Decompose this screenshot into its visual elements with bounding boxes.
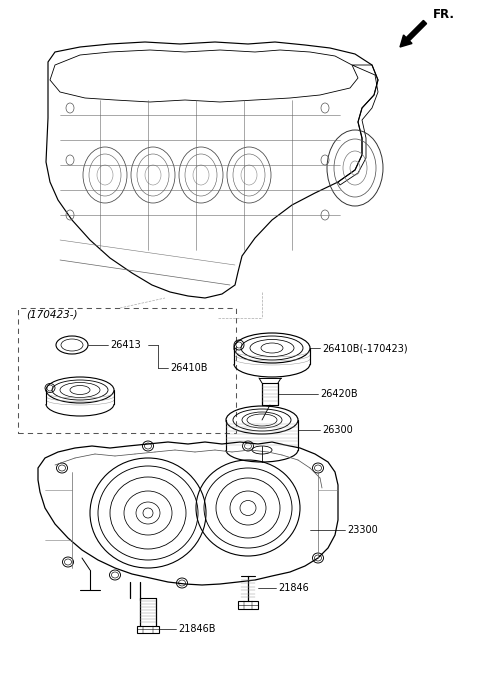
Polygon shape: [137, 626, 159, 633]
Text: 23300: 23300: [347, 525, 378, 535]
FancyArrow shape: [400, 21, 427, 47]
Text: 26300: 26300: [322, 425, 353, 435]
Polygon shape: [238, 601, 258, 609]
Text: (170423-): (170423-): [26, 309, 77, 319]
Bar: [18, 308, 236, 433]
Text: 21846B: 21846B: [178, 624, 216, 634]
Text: FR.: FR.: [433, 8, 455, 21]
Text: 26410B: 26410B: [170, 363, 207, 373]
Text: 26413: 26413: [110, 340, 141, 350]
Text: 26420B: 26420B: [320, 389, 358, 399]
Text: 21846: 21846: [278, 583, 309, 593]
Text: 26410B(-170423): 26410B(-170423): [322, 343, 408, 353]
